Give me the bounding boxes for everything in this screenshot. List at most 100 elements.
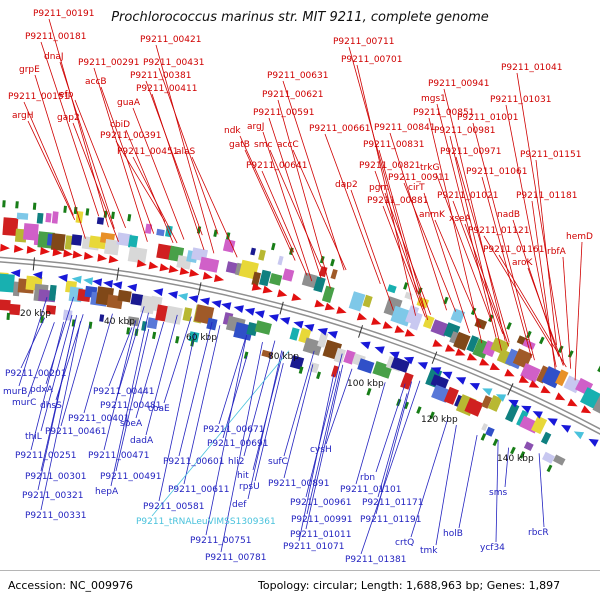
gene-label[interactable]: hit	[237, 471, 249, 481]
gene-label[interactable]: P9211_00851	[413, 108, 475, 118]
gene-label[interactable]: coaE	[148, 404, 170, 414]
gene-label[interactable]: P9211_00641	[246, 161, 308, 171]
gene-label[interactable]: P9211_00151	[8, 92, 70, 102]
gene-label[interactable]: def	[232, 500, 247, 510]
gene-label[interactable]: P9211_00821	[359, 161, 421, 171]
gene-label[interactable]: speA	[120, 419, 143, 429]
gene-label[interactable]: P9211_00191	[33, 9, 95, 19]
gene-label[interactable]: dap2	[335, 180, 358, 190]
gene-label[interactable]: P9211_00781	[205, 553, 267, 563]
gene-label[interactable]: P9211_00301	[25, 472, 87, 482]
gene-label[interactable]: P9211_00991	[291, 515, 353, 525]
gene-label[interactable]: hepA	[95, 487, 119, 497]
gene-label[interactable]: P9211_00451	[117, 147, 179, 157]
gene-label[interactable]: trkG	[420, 163, 440, 173]
gene-label[interactable]: thiL	[25, 432, 42, 442]
gene-label[interactable]: P9211_00961	[290, 498, 352, 508]
gene-label[interactable]: P9211_01021	[437, 191, 499, 201]
gene-label[interactable]: alaS	[176, 147, 196, 157]
gene-label[interactable]: P9211_01381	[345, 555, 407, 565]
gene-label[interactable]: argJ	[247, 122, 265, 132]
gene-label[interactable]: efp	[59, 90, 74, 100]
gene-label[interactable]: grpE	[19, 65, 40, 75]
gene-label[interactable]: ndk	[224, 126, 241, 136]
gene-label[interactable]: P9211_00401	[68, 414, 130, 424]
gene-label[interactable]: P9211_00841	[374, 123, 436, 133]
gene-label[interactable]: P9211_00711	[333, 37, 395, 47]
gene-label[interactable]: rbn	[360, 473, 376, 483]
gene-label[interactable]: P9211_00581	[143, 502, 205, 512]
gene-label[interactable]: sms	[489, 488, 508, 498]
gene-label[interactable]: P9211_00881	[367, 196, 429, 206]
gene-label[interactable]: murB	[3, 387, 28, 397]
gene-label[interactable]: P9211_00911	[388, 173, 450, 183]
gene-label[interactable]: P9211_00461	[45, 427, 107, 437]
gene-label[interactable]: P9211_01151	[520, 150, 582, 160]
gene-label[interactable]: mgs1	[421, 94, 446, 104]
gene-label[interactable]: accC	[277, 140, 299, 150]
gene-label[interactable]: P9211_00481	[100, 401, 162, 411]
gene-label[interactable]: P9211_00831	[363, 140, 425, 150]
gene-label[interactable]: P9211_01011	[290, 530, 352, 540]
gene-label[interactable]: P9211_00661	[309, 124, 371, 134]
gene-label[interactable]: P9211_00591	[253, 108, 315, 118]
gene-label[interactable]: P9211_00891	[268, 479, 330, 489]
gene-label[interactable]: P9211_00441	[93, 387, 155, 397]
gene-label[interactable]: P9211_00751	[190, 536, 252, 546]
gene-label[interactable]: sufC	[268, 457, 288, 467]
gene-label[interactable]: P9211_01191	[360, 515, 422, 525]
gene-label[interactable]: nadB	[497, 210, 521, 220]
gene-label[interactable]: smc	[254, 140, 273, 150]
gene-label[interactable]: rbfA	[547, 247, 566, 257]
gene-label[interactable]: P9211_00321	[22, 491, 84, 501]
gene-label[interactable]: P9211_00621	[262, 90, 324, 100]
gene-label[interactable]: P9211_00421	[140, 35, 202, 45]
gene-label[interactable]: cbiD	[110, 120, 131, 130]
gene-label[interactable]: P9211_00181	[25, 32, 87, 42]
gene-label[interactable]: P9211_00331	[25, 511, 87, 521]
gene-label[interactable]: crtQ	[395, 538, 415, 548]
gene-label[interactable]: P9211_00381	[130, 71, 192, 81]
gene-label[interactable]: P9211_tRNALeuVIMSS1309361	[136, 517, 276, 527]
gene-label[interactable]: P9211_00671	[203, 425, 265, 435]
gene-label[interactable]: gatB	[229, 140, 250, 150]
gene-label[interactable]: P9211_00491	[100, 472, 162, 482]
gene-label[interactable]: anmK	[419, 210, 445, 220]
gene-label[interactable]: dadA	[130, 436, 154, 446]
gene-label[interactable]: P9211_00391	[100, 131, 162, 141]
gene-label[interactable]: ycf34	[480, 543, 505, 553]
gene-label[interactable]: tmk	[420, 546, 438, 556]
gene-label[interactable]: guaA	[117, 98, 141, 108]
gene-label[interactable]: dnaJ	[44, 52, 64, 62]
gene-label[interactable]: argH	[12, 111, 34, 121]
gene-label[interactable]: P9211_00611	[168, 485, 230, 495]
gene-label[interactable]: hli2	[228, 457, 245, 467]
gene-label[interactable]: P9211_00941	[428, 79, 490, 89]
gene-label[interactable]: accB	[85, 77, 107, 87]
gene-label[interactable]: P9211_01161	[483, 245, 545, 255]
gene-label[interactable]: P9211_00601	[163, 457, 225, 467]
gene-label[interactable]: P9211_01181	[516, 191, 578, 201]
gene-label[interactable]: gap2	[57, 113, 80, 123]
gene-label[interactable]: aroK	[512, 258, 533, 268]
gene-label[interactable]: xseA	[449, 214, 471, 224]
gene-label[interactable]: P9211_01001	[457, 113, 519, 123]
gene-label[interactable]: pgm	[369, 183, 390, 193]
gene-label[interactable]: rbcR	[528, 528, 549, 538]
gene-label[interactable]: hemD	[566, 232, 593, 242]
gene-label[interactable]: P9211_01171	[362, 498, 424, 508]
gene-label[interactable]: rpsU	[239, 482, 260, 492]
gene-label[interactable]: P9211_01121	[468, 226, 530, 236]
gene-label[interactable]: P9211_00471	[88, 451, 150, 461]
gene-label[interactable]: holB	[443, 529, 463, 539]
gene-label[interactable]: P9211_00411	[136, 84, 198, 94]
gene-label[interactable]: P9211_00631	[267, 71, 329, 81]
gene-label[interactable]: P9211_00291	[78, 58, 140, 68]
gene-label[interactable]: P9211_01071	[283, 542, 345, 552]
gene-label[interactable]: P9211_00201	[5, 369, 67, 379]
gene-label[interactable]: P9211_01031	[490, 95, 552, 105]
gene-label[interactable]: murC	[12, 398, 37, 408]
gene-label[interactable]: pdxA	[30, 385, 53, 395]
gene-label[interactable]: P9211_01041	[501, 63, 563, 73]
gene-label[interactable]: dhsS	[40, 401, 62, 411]
